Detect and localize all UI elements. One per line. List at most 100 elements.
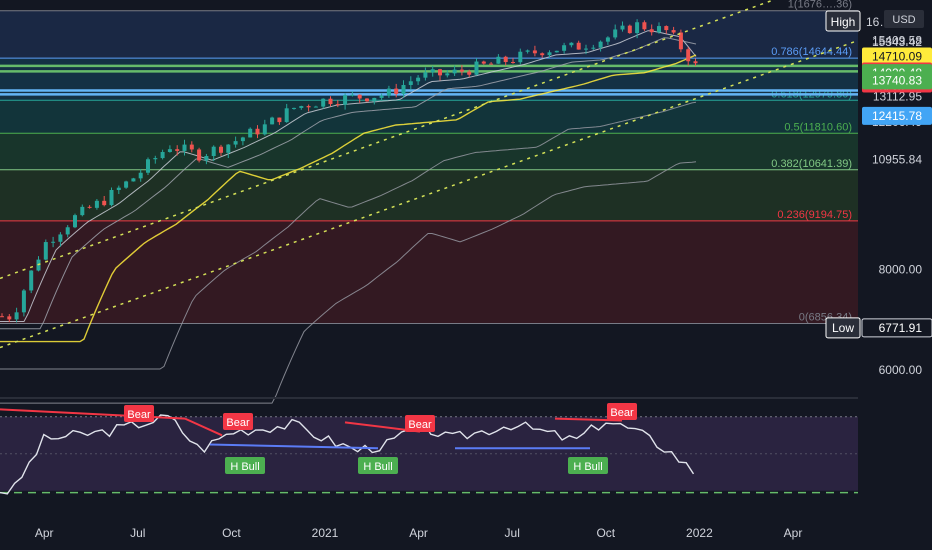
candle	[313, 106, 318, 108]
candle	[211, 146, 216, 157]
candle	[357, 94, 362, 99]
candle	[678, 32, 683, 50]
candle	[576, 42, 581, 50]
candle	[109, 189, 114, 206]
h-bull-label	[358, 457, 398, 474]
candle	[459, 69, 464, 72]
h-bull-label	[568, 457, 608, 474]
candle	[189, 144, 194, 150]
candle	[65, 227, 70, 235]
candle	[182, 144, 187, 151]
divergence-label-text: Bear	[610, 407, 634, 419]
candle	[642, 22, 647, 30]
moving-average-line	[0, 30, 697, 322]
candle	[284, 108, 289, 123]
candle	[343, 95, 348, 105]
candle	[94, 200, 99, 208]
candle	[124, 181, 129, 188]
bear-label	[405, 415, 435, 432]
candle	[80, 206, 85, 216]
fib-level-label: 0.786(14644.44)	[771, 46, 852, 58]
candle	[277, 117, 282, 123]
price-badge-label: 12415.78	[872, 109, 922, 123]
moving-averages	[0, 30, 697, 404]
fib-zone	[0, 100, 858, 134]
candle	[445, 73, 450, 76]
candle	[430, 69, 435, 73]
candle	[219, 146, 223, 153]
candle	[29, 270, 34, 291]
low-marker-label: Low	[832, 321, 854, 335]
candle	[620, 25, 625, 30]
price-tick-label: 13112.95	[873, 90, 922, 104]
candle	[146, 159, 150, 173]
currency-label: USD	[892, 14, 915, 26]
candle	[160, 151, 165, 159]
candle	[102, 200, 107, 206]
divergence-label-text: H Bull	[230, 461, 259, 473]
bear-divergence-line	[184, 417, 223, 437]
candle	[635, 22, 640, 34]
candle	[664, 26, 669, 31]
candle	[131, 178, 136, 182]
candle	[116, 187, 121, 190]
candle	[255, 128, 260, 135]
fibonacci-retracement[interactable]: 1(1676….36)0.786(14644.44)0.618(12979.80…	[0, 0, 858, 324]
candle	[138, 172, 143, 179]
moving-average-line	[0, 101, 697, 370]
candle	[51, 241, 56, 243]
candle	[598, 41, 603, 48]
time-axis-label: 2022	[686, 526, 713, 540]
candle	[613, 29, 618, 38]
price-badge[interactable]	[862, 71, 932, 90]
price-scale[interactable]: 15409.5815343.4214626.4613112.9512206.49…	[825, 0, 932, 550]
candle	[73, 215, 77, 228]
candle	[394, 88, 399, 94]
fib-zone	[0, 169, 858, 221]
candle	[525, 50, 530, 52]
candle	[416, 77, 421, 82]
bear-divergence-line	[0, 408, 186, 420]
divergence-label-text: Bear	[408, 419, 432, 431]
candle	[438, 69, 442, 76]
candle	[14, 312, 19, 320]
price-badge-label: 14710.09	[872, 50, 922, 64]
candle	[408, 81, 413, 85]
candle	[328, 98, 333, 105]
fib-zone	[0, 133, 858, 170]
candle	[518, 51, 523, 63]
time-axis-label: Apr	[409, 526, 428, 540]
high-marker[interactable]	[825, 10, 861, 32]
candle	[233, 141, 238, 145]
candle	[693, 61, 698, 64]
candle	[562, 45, 567, 51]
time-axis[interactable]: Apr Jul Oct 2021 Apr Jul Oct 2022 Apr	[0, 520, 932, 550]
currency-button[interactable]	[884, 10, 924, 28]
candle	[584, 48, 588, 50]
candle	[423, 72, 428, 78]
time-axis-label: Apr	[35, 526, 54, 540]
candle	[270, 117, 275, 125]
moving-average-line	[0, 161, 697, 404]
candle	[167, 149, 172, 152]
candle	[262, 124, 267, 135]
low-marker[interactable]	[825, 317, 861, 339]
candlestick-series	[0, 19, 698, 323]
price-badge[interactable]	[862, 47, 932, 66]
fib-zone	[0, 10, 858, 59]
candle	[605, 37, 610, 42]
fib-zone	[0, 220, 858, 324]
candle	[547, 52, 552, 56]
candle	[627, 25, 632, 34]
price-tick-label: 6000.00	[879, 363, 923, 377]
price-badge[interactable]	[862, 106, 932, 125]
candle	[306, 106, 311, 108]
candle	[649, 29, 654, 33]
candle	[372, 97, 377, 102]
candle	[489, 63, 494, 65]
candle	[467, 71, 472, 75]
high-marker-label: High	[831, 15, 856, 29]
candle	[503, 56, 508, 63]
